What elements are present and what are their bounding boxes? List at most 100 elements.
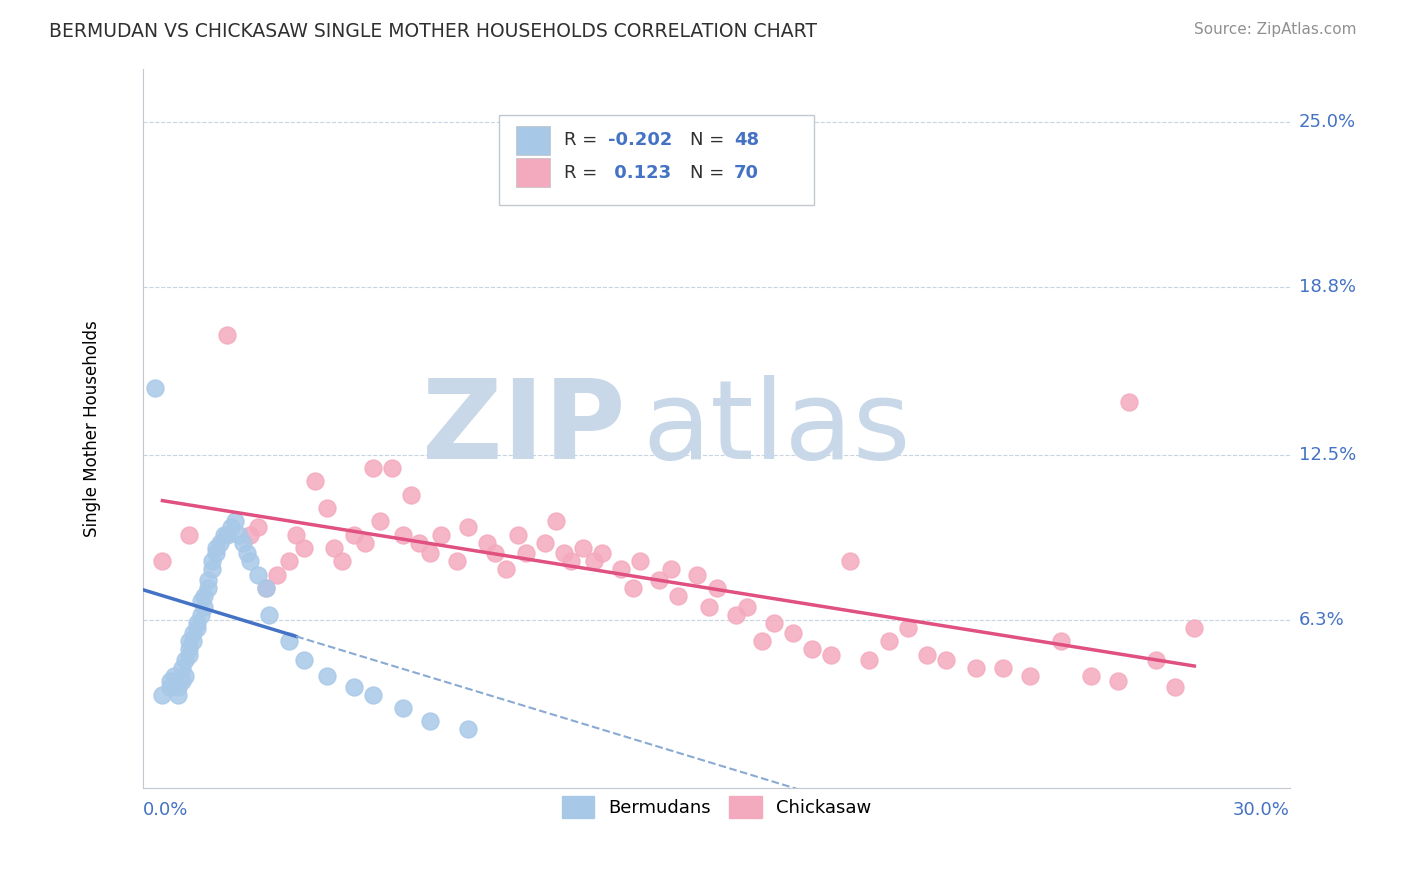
Point <box>239 554 262 568</box>
Text: -0.202: -0.202 <box>607 131 672 150</box>
Text: N =: N = <box>690 131 724 150</box>
FancyBboxPatch shape <box>516 126 550 155</box>
Text: 70: 70 <box>734 164 759 182</box>
Text: BERMUDAN VS CHICKASAW SINGLE MOTHER HOUSEHOLDS CORRELATION CHART: BERMUDAN VS CHICKASAW SINGLE MOTHER HOUS… <box>49 22 817 41</box>
Point <box>217 327 239 342</box>
Point <box>277 634 299 648</box>
Point <box>163 669 186 683</box>
Point <box>166 688 188 702</box>
Text: Source: ZipAtlas.com: Source: ZipAtlas.com <box>1194 22 1357 37</box>
Point <box>342 680 364 694</box>
Point <box>430 528 453 542</box>
Point <box>174 653 197 667</box>
Point <box>254 581 277 595</box>
Point <box>381 461 404 475</box>
Point <box>392 528 415 542</box>
Point <box>330 554 353 568</box>
Point <box>361 688 384 702</box>
FancyBboxPatch shape <box>499 115 814 205</box>
Point <box>179 648 201 662</box>
Point <box>419 714 441 729</box>
Point <box>159 680 181 694</box>
Point <box>1144 653 1167 667</box>
Point <box>246 520 269 534</box>
Point <box>285 528 308 542</box>
Text: 48: 48 <box>734 131 759 150</box>
Point <box>782 626 804 640</box>
Point <box>315 501 337 516</box>
Text: 25.0%: 25.0% <box>1299 112 1357 131</box>
Point <box>186 621 208 635</box>
Point <box>292 653 315 667</box>
Point <box>706 581 728 595</box>
Point <box>762 615 785 630</box>
Text: Single Mother Households: Single Mother Households <box>83 320 101 537</box>
Point <box>457 520 479 534</box>
Point <box>495 562 517 576</box>
Point <box>724 607 747 622</box>
Point <box>152 554 174 568</box>
Point <box>484 546 506 560</box>
Point <box>1049 634 1071 648</box>
FancyBboxPatch shape <box>516 159 550 187</box>
Point <box>697 599 720 614</box>
Point <box>897 621 920 635</box>
Point <box>323 541 346 555</box>
Point <box>621 581 644 595</box>
Point <box>193 599 215 614</box>
Point <box>217 528 239 542</box>
Point <box>232 535 254 549</box>
Point <box>315 669 337 683</box>
Point <box>506 528 529 542</box>
Point <box>259 607 281 622</box>
Point <box>457 723 479 737</box>
Point <box>1118 394 1140 409</box>
Point <box>292 541 315 555</box>
Point <box>408 535 430 549</box>
Legend: Bermudans, Chickasaw: Bermudans, Chickasaw <box>554 789 879 826</box>
Point <box>235 546 257 560</box>
Point <box>610 562 633 576</box>
Point <box>342 528 364 542</box>
Point <box>174 669 197 683</box>
Point <box>179 634 201 648</box>
Point <box>205 546 228 560</box>
Point <box>246 567 269 582</box>
Point <box>735 599 758 614</box>
Point <box>935 653 957 667</box>
Point <box>820 648 842 662</box>
Point <box>1019 669 1042 683</box>
Point <box>254 581 277 595</box>
Text: N =: N = <box>690 164 724 182</box>
Point <box>190 607 212 622</box>
Point <box>361 461 384 475</box>
Point <box>877 634 900 648</box>
Point <box>572 541 595 555</box>
Text: atlas: atlas <box>643 375 911 482</box>
Text: 0.123: 0.123 <box>607 164 671 182</box>
Point <box>392 701 415 715</box>
Point <box>354 535 377 549</box>
Point <box>170 661 193 675</box>
Point <box>751 634 773 648</box>
Point <box>228 528 250 542</box>
Text: 0.0%: 0.0% <box>143 801 188 819</box>
Point <box>190 594 212 608</box>
Point <box>205 541 228 555</box>
Point <box>446 554 468 568</box>
Point <box>304 475 326 489</box>
Point <box>533 535 555 549</box>
Point <box>659 562 682 576</box>
Point <box>368 515 391 529</box>
Point <box>628 554 651 568</box>
Text: ZIP: ZIP <box>422 375 624 482</box>
Point <box>197 581 219 595</box>
Point <box>159 674 181 689</box>
Point <box>166 680 188 694</box>
Point <box>143 381 166 395</box>
Point <box>224 515 246 529</box>
Point <box>197 573 219 587</box>
Point <box>477 535 499 549</box>
Point <box>546 515 568 529</box>
Text: 18.8%: 18.8% <box>1299 278 1355 296</box>
